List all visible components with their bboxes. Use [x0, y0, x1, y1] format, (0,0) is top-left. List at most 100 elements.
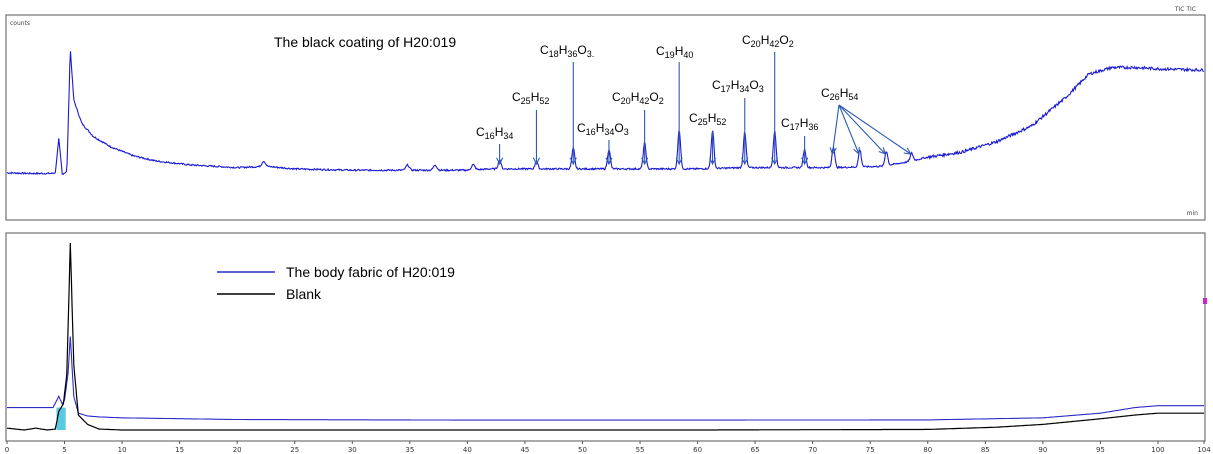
top-series-line	[6, 51, 1204, 176]
peak-label-8-part-3: H	[731, 78, 740, 92]
peak-arrow-8-head	[741, 157, 749, 166]
peak-label-1-part-4: 34	[503, 131, 513, 141]
peak-label-8-part-4: 34	[739, 84, 749, 94]
peak-label-2-part-1: C	[512, 90, 521, 104]
top-panel-frame	[5, 14, 1206, 221]
peak-label-10-part-2: 17	[790, 122, 800, 132]
peak-label-2-part-4: 52	[539, 96, 549, 106]
peak-label-10-part-4: 36	[808, 122, 818, 132]
peak-label-4: C16H34O3	[577, 121, 629, 137]
peak-label-5-part-6: 2	[659, 96, 664, 106]
x-tick-label-16: 75	[866, 446, 875, 454]
peak-label-1-part-3: H	[495, 125, 504, 139]
x-tick-label-18: 85	[981, 446, 990, 454]
peak-arrow-2-head	[532, 157, 540, 166]
bottom-x-axis: 0 5 10 15 20 25 30 35 40 45 50 55 60 65 70 75 80 85 90 95 10…	[5, 441, 1211, 454]
cyan-artifact	[56, 407, 66, 430]
peak-label-11-part-4: 54	[848, 92, 858, 102]
peak-arrow-4-head	[605, 157, 613, 166]
peak-arrow-5-head	[641, 157, 649, 166]
peak-label-8-part-2: 17	[721, 84, 731, 94]
peak-label-4-part-1: C	[577, 121, 586, 135]
x-tick-label-6: 25	[290, 446, 299, 454]
peak-arrow-11-4	[838, 104, 911, 155]
peak-label-3-part-5: O	[577, 43, 586, 57]
peak-label-4-part-3: H	[596, 121, 605, 135]
peak-label-11-part-3: H	[840, 86, 849, 100]
peak-label-2-part-2: 25	[521, 96, 531, 106]
x-tick-label-15: 70	[808, 446, 817, 454]
peak-label-11: C26H54	[821, 86, 858, 102]
peak-label-5-part-2: 20	[621, 96, 631, 106]
peak-label-9-part-3: H	[761, 33, 770, 47]
top-xlabel: min	[1187, 210, 1199, 217]
x-tick-label-10: 45	[520, 446, 529, 454]
legend-label-blank: Blank	[286, 286, 322, 302]
peak-arrow-7-head	[709, 157, 717, 166]
peak-arrow-11-4-head	[903, 147, 912, 155]
peak-label-10-part-1: C	[781, 116, 790, 130]
peak-label-1-part-1: C	[476, 125, 485, 139]
peak-arrow-11-3-head	[878, 147, 887, 155]
peak-label-8-part-1: C	[712, 78, 721, 92]
peak-label-9-part-5: O	[779, 33, 788, 47]
x-tick-label-5: 20	[233, 446, 242, 454]
peak-label-2: C25H52	[512, 90, 549, 106]
x-tick-label-9: 40	[463, 446, 472, 454]
peak-label-9: C20H42O2	[742, 33, 794, 49]
top-ylabel: counts	[10, 20, 30, 27]
peak-arrow-6-head	[675, 157, 683, 166]
peak-label-6-part-3: H	[675, 44, 684, 58]
peak-arrow-1-head	[496, 157, 504, 166]
right-edge-marker	[1203, 298, 1207, 304]
peak-label-4-part-5: O	[614, 121, 623, 135]
peak-label-8-part-6: 3	[759, 84, 764, 94]
peak-arrow-11-1-head	[829, 147, 837, 156]
peak-arrow-11-3	[838, 104, 886, 155]
peak-label-1-part-2: 16	[485, 131, 495, 141]
peak-arrow-3-head	[569, 157, 577, 166]
legend-label-fabric: The body fabric of H20:019	[286, 264, 455, 280]
bottom-series-line-1	[7, 336, 1204, 421]
peak-label-3-part-3: H	[559, 43, 568, 57]
peak-label-6-part-1: C	[656, 44, 665, 58]
peak-label-2-part-3: H	[531, 90, 540, 104]
x-tick-label-21: 100	[1151, 446, 1164, 454]
peak-label-3-part-1: C	[540, 43, 549, 57]
peak-label-7-part-2: 25	[698, 117, 708, 127]
top-series-group	[6, 51, 1204, 176]
x-tick-label-8: 35	[405, 446, 414, 454]
peak-label-1: C16H34	[476, 125, 513, 141]
peak-arrow-10-head	[801, 157, 809, 166]
peak-label-5: C20H42O2	[612, 90, 664, 106]
peak-label-6-part-2: 19	[665, 50, 675, 60]
peak-label-9-part-1: C	[742, 33, 751, 47]
peak-label-5-part-5: O	[649, 90, 658, 104]
peak-label-4-part-4: 34	[604, 127, 614, 137]
x-tick-label-4: 15	[175, 446, 184, 454]
peak-label-9-part-4: 42	[769, 39, 779, 49]
peak-label-7-part-3: H	[708, 111, 717, 125]
peak-label-7: C25H52	[689, 111, 726, 127]
peak-label-9-part-2: 20	[751, 39, 761, 49]
x-tick-label-22: 104	[1197, 446, 1211, 454]
peak-label-7-part-1: C	[689, 111, 698, 125]
x-tick-label-2: 5	[62, 446, 66, 454]
peak-label-9-part-6: 2	[789, 39, 794, 49]
peak-arrow-9-head	[771, 157, 779, 166]
peak-label-5-part-3: H	[631, 90, 640, 104]
peak-arrow-11-2	[838, 104, 860, 155]
peak-label-3-part-2: 18	[549, 49, 559, 59]
peak-label-7-part-4: 52	[716, 117, 726, 127]
top-annotations-group: C16H34C25H52C18H36O3.C16H34O3C20H42O2C19…	[476, 33, 912, 166]
peak-label-3-part-6: 3.	[587, 49, 595, 59]
x-tick-label-3: 10	[118, 446, 127, 454]
x-tick-label-7: 30	[348, 446, 357, 454]
peak-label-6: C19H40	[656, 44, 693, 60]
bottom-series-line-2	[6, 242, 1204, 431]
peak-label-4-part-2: 16	[586, 127, 596, 137]
header-right-label: TIC TIC	[1174, 6, 1196, 13]
peak-label-6-part-4: 40	[683, 50, 693, 60]
x-tick-label-20: 95	[1096, 446, 1105, 454]
